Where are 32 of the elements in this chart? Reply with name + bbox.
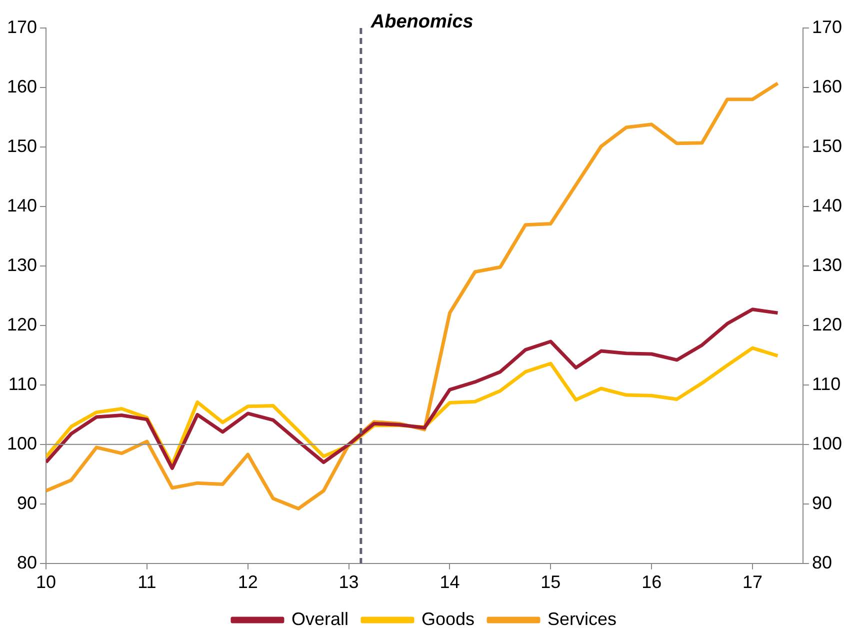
y2-tick-label: 90: [812, 492, 832, 513]
x-tick-label: 16: [642, 572, 662, 592]
y2-tick-label: 140: [812, 195, 842, 216]
y-tick-label: 150: [6, 136, 38, 156]
x-tick-label: 10: [36, 572, 56, 592]
x-tick-label: 12: [238, 572, 258, 592]
x-tick-label: 17: [742, 572, 763, 592]
y-tick-label: 170: [6, 16, 38, 37]
y-tick-label: 100: [6, 433, 38, 454]
x-tick-label: 14: [440, 572, 460, 592]
y2-tick-label: 120: [812, 314, 842, 334]
y-tick-label: 120: [6, 314, 38, 334]
y2-tick-label: 160: [812, 76, 842, 96]
x-tick-label: 15: [540, 572, 561, 592]
y2-tick-label: 150: [812, 136, 842, 156]
y-tick-label: 160: [6, 76, 38, 96]
y-tick-label: 80: [17, 552, 38, 572]
y2-tick-label: 170: [812, 16, 842, 37]
y2-tick-label: 80: [812, 552, 832, 572]
legend-label: Goods: [421, 608, 475, 629]
x-tick-label: 11: [138, 572, 156, 592]
y-tick-label: 130: [6, 254, 38, 275]
y2-tick-label: 100: [812, 433, 842, 454]
x-tick-label: 13: [338, 572, 359, 592]
y2-tick-label: 110: [812, 374, 841, 394]
y2-tick-label: 130: [812, 254, 842, 275]
legend-label: Services: [548, 608, 617, 629]
y-tick-label: 110: [8, 374, 38, 394]
y-tick-label: 140: [6, 195, 38, 216]
y-tick-label: 90: [17, 492, 38, 513]
legend-label: Overall: [291, 608, 348, 629]
ref-line-label: Abenomics: [370, 12, 474, 33]
